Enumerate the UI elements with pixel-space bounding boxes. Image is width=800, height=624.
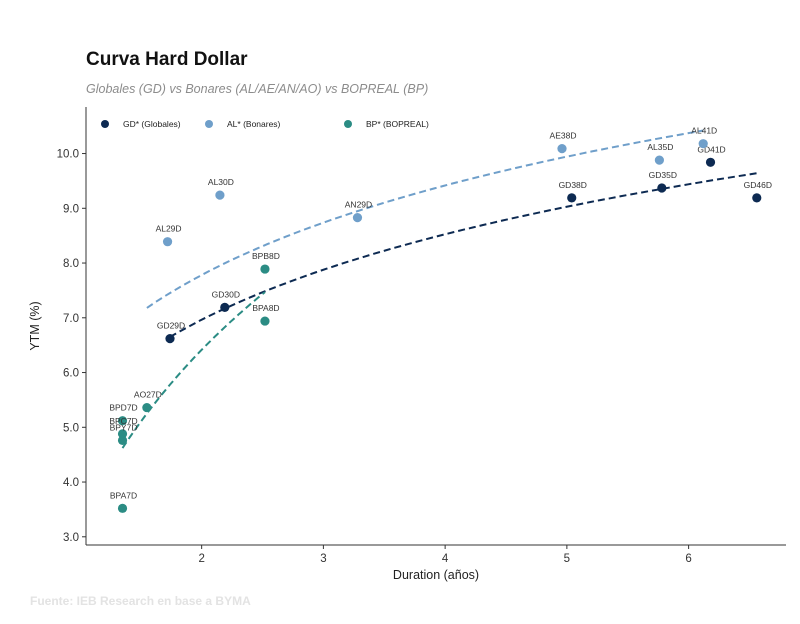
y-tick-label: 10.0 <box>57 149 79 161</box>
chart-title: Curva Hard Dollar <box>86 49 248 70</box>
data-point <box>557 144 567 154</box>
data-point <box>698 139 708 149</box>
data-point <box>117 503 128 513</box>
data-point <box>142 402 152 413</box>
data-point <box>162 237 173 247</box>
x-tick-label: 4 <box>442 553 449 565</box>
data-point-label: BPB8D <box>252 251 280 261</box>
data-point-label: BPA8D <box>252 303 279 313</box>
chart-subtitle: Globales (GD) vs Bonares (AL/AE/AN/AO) v… <box>86 82 428 96</box>
data-point-label: GD41D <box>697 144 725 154</box>
y-axis-title: YTM (%) <box>28 301 42 350</box>
data-point <box>117 435 128 446</box>
legend-label: BP* (BOPREAL) <box>366 119 429 129</box>
data-point <box>352 212 363 223</box>
data-point <box>657 183 667 193</box>
data-point <box>220 302 230 312</box>
trend-line-series-0 <box>169 172 757 338</box>
legend-label: AL* (Bonares) <box>227 119 281 129</box>
legend-swatch <box>344 120 352 128</box>
y-tick-label: 5.0 <box>63 422 79 434</box>
data-point-label: AE38D <box>550 131 577 141</box>
trend-line-series-1 <box>146 129 704 309</box>
data-point-label: GD29D <box>157 321 185 331</box>
data-point-label: GD35D <box>649 170 677 180</box>
data-point <box>567 193 577 203</box>
data-point-label: AL35D <box>647 142 673 152</box>
x-tick-label: 5 <box>564 553 570 565</box>
y-tick-label: 8.0 <box>63 258 79 270</box>
data-point <box>705 157 716 167</box>
data-point-label: GD30D <box>212 289 240 299</box>
data-point-label: BPA7D <box>110 490 137 500</box>
data-point-label: AL29D <box>156 224 182 234</box>
x-tick-label: 6 <box>685 553 691 565</box>
data-point <box>117 416 128 426</box>
y-tick-label: 3.0 <box>63 532 79 544</box>
y-tick-label: 6.0 <box>63 368 79 380</box>
y-tick-label: 7.0 <box>63 313 79 325</box>
x-tick-label: 3 <box>320 553 326 565</box>
data-point <box>654 155 664 165</box>
source-note: Fuente: IEB Research en base a BYMA <box>30 594 251 608</box>
x-tick-label: 2 <box>198 553 204 565</box>
legend-swatch <box>101 120 109 128</box>
data-point-label: BPC7D <box>109 416 137 426</box>
legend-swatch <box>205 120 213 128</box>
data-point-label: GD38D <box>559 180 587 190</box>
data-point <box>117 429 128 439</box>
data-point-label: BPY7D <box>110 422 138 432</box>
data-point-label: AN29D <box>345 200 372 210</box>
data-point <box>165 333 175 344</box>
data-point-label: AL41D <box>691 126 717 136</box>
trend-line-series-2 <box>121 291 266 449</box>
data-point <box>260 316 270 326</box>
y-tick-label: 4.0 <box>63 477 79 489</box>
data-point-label: GD46D <box>744 180 772 190</box>
data-point-label: BPD7D <box>109 403 137 413</box>
legend-label: GD* (Globales) <box>123 119 181 129</box>
y-tick-label: 9.0 <box>63 203 79 215</box>
data-point <box>215 190 225 200</box>
data-point-label: AO27D <box>134 390 162 400</box>
data-point <box>260 264 270 274</box>
data-point-label: AL30D <box>208 177 234 187</box>
x-axis-title: Duration (años) <box>393 568 479 582</box>
data-point <box>752 193 762 203</box>
